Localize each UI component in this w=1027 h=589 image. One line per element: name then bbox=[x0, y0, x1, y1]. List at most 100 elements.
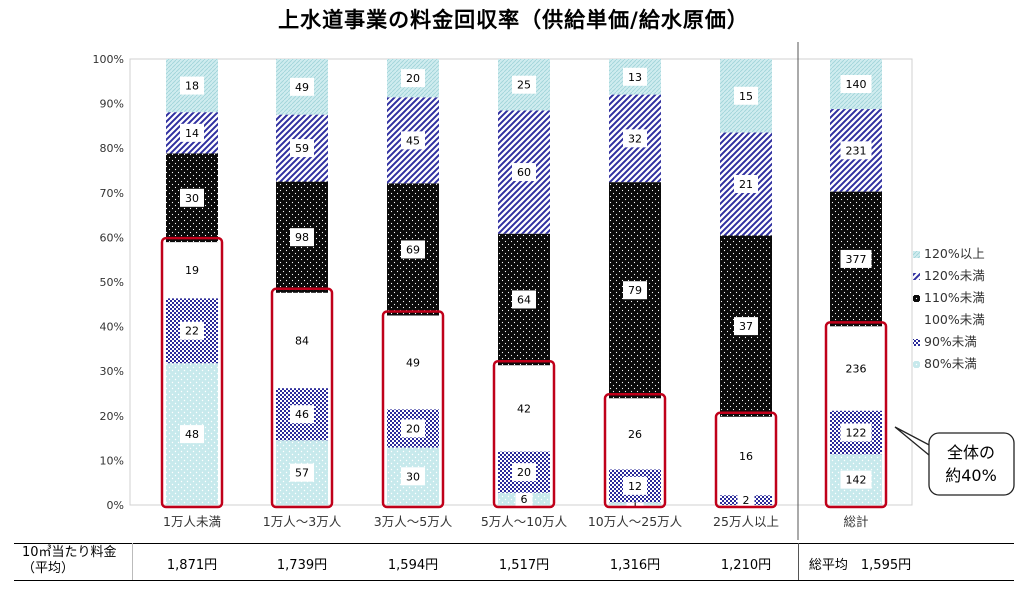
price-cell: 1,739円 bbox=[276, 558, 328, 573]
price-cell: 1,871円 bbox=[166, 558, 218, 573]
data-label-box bbox=[290, 463, 314, 482]
data-label-box bbox=[401, 240, 425, 259]
data-label-box bbox=[512, 463, 536, 482]
price-row-label-divider bbox=[132, 543, 133, 580]
data-label: 14 bbox=[185, 127, 199, 140]
x-tick-label: 5万人～10万人 bbox=[481, 514, 568, 529]
data-label: 45 bbox=[406, 134, 420, 147]
data-label: 49 bbox=[406, 356, 420, 369]
y-tick-label: 20% bbox=[100, 410, 124, 423]
y-tick-label: 80% bbox=[100, 142, 124, 155]
data-label-box bbox=[401, 131, 425, 150]
price-cell: 1,210円 bbox=[720, 558, 772, 573]
x-tick-label: 25万人以上 bbox=[713, 514, 779, 529]
y-tick-label: 50% bbox=[100, 276, 124, 289]
highlight-box bbox=[270, 287, 334, 509]
data-label: 48 bbox=[185, 428, 199, 441]
highlight-box bbox=[160, 236, 224, 509]
data-label-box bbox=[840, 141, 872, 160]
data-label-box bbox=[840, 423, 872, 442]
y-tick-label: 0% bbox=[107, 499, 124, 512]
data-label-box bbox=[401, 419, 425, 438]
data-label-box bbox=[623, 129, 647, 148]
data-label: 12 bbox=[628, 480, 642, 493]
data-label: 60 bbox=[517, 166, 531, 179]
price-cell: 1,594円 bbox=[387, 558, 439, 573]
data-label: 79 bbox=[628, 284, 642, 297]
callout-text: 約40% bbox=[945, 466, 997, 485]
data-label-box bbox=[180, 188, 204, 207]
data-label: 59 bbox=[295, 142, 309, 155]
y-tick-label: 60% bbox=[100, 231, 124, 244]
data-label: 26 bbox=[628, 428, 642, 441]
legend-label: 100%未満 bbox=[924, 312, 985, 327]
legend-label: 90%未満 bbox=[924, 334, 977, 349]
data-label: 69 bbox=[406, 243, 420, 256]
legend-label: 80%未満 bbox=[924, 356, 977, 371]
data-label: 20 bbox=[406, 422, 420, 435]
price-row-label: 10㎥当たり料金 （平均） bbox=[22, 545, 117, 577]
data-label: 30 bbox=[185, 192, 199, 205]
data-label-box bbox=[512, 290, 536, 309]
data-label-box bbox=[180, 261, 204, 280]
data-label: 16 bbox=[739, 450, 753, 463]
data-label-box bbox=[623, 281, 647, 300]
highlight-box bbox=[492, 359, 556, 509]
price-cell: 1,316円 bbox=[609, 558, 661, 573]
y-tick-label: 30% bbox=[100, 365, 124, 378]
price-cell: 1,517円 bbox=[498, 558, 550, 573]
data-label: 25 bbox=[517, 79, 531, 92]
legend-swatch bbox=[913, 273, 920, 280]
data-label: 142 bbox=[846, 474, 867, 487]
data-label-box bbox=[180, 76, 204, 95]
data-label-box bbox=[734, 86, 758, 105]
data-label: 49 bbox=[295, 81, 309, 94]
legend-label: 120%以上 bbox=[924, 246, 985, 261]
price-cell: 総平均 1,595円 bbox=[808, 558, 912, 573]
data-label: 32 bbox=[628, 132, 642, 145]
data-label-box bbox=[180, 425, 204, 444]
y-tick-label: 100% bbox=[93, 53, 124, 66]
callout-text: 全体の bbox=[947, 443, 995, 462]
data-label-box bbox=[401, 467, 425, 486]
data-label-box bbox=[734, 446, 758, 465]
data-label-box bbox=[512, 399, 536, 418]
price-row-divider bbox=[798, 543, 799, 580]
x-tick-label: 総計 bbox=[843, 514, 868, 529]
data-label-box bbox=[623, 424, 647, 443]
data-label: 22 bbox=[185, 325, 199, 338]
data-label: 46 bbox=[295, 408, 309, 421]
legend-swatch bbox=[913, 339, 920, 346]
callout-box bbox=[928, 432, 1015, 496]
highlight-box bbox=[603, 393, 667, 509]
legend-label: 120%未満 bbox=[924, 268, 985, 283]
data-label-box bbox=[623, 67, 647, 86]
data-label: 30 bbox=[406, 470, 420, 483]
price-row-label-line1: 10㎥当たり料金 bbox=[22, 545, 117, 560]
data-label-box bbox=[515, 489, 533, 508]
data-label: 19 bbox=[185, 264, 199, 277]
legend-label: 110%未満 bbox=[924, 290, 985, 305]
data-label-box bbox=[401, 353, 425, 372]
y-tick-label: 90% bbox=[100, 98, 124, 111]
data-label-box bbox=[840, 75, 872, 94]
data-label: 6 bbox=[521, 493, 528, 506]
data-label: 98 bbox=[295, 231, 309, 244]
data-label: 20 bbox=[406, 72, 420, 85]
data-label-box bbox=[734, 317, 758, 336]
y-tick-label: 10% bbox=[100, 454, 124, 467]
data-label: 236 bbox=[846, 362, 867, 375]
data-label: 42 bbox=[517, 402, 531, 415]
data-label: 21 bbox=[739, 178, 753, 191]
data-label: 231 bbox=[846, 144, 867, 157]
data-label: 122 bbox=[846, 426, 867, 439]
recovery-rate-chart: 0% 10% 20% 30% 40% 50% 60% 70% 80% 90% 100% 1万人未満 1万… bbox=[93, 42, 1015, 540]
data-label: 64 bbox=[517, 293, 531, 306]
x-tick-label: 1万人未満 bbox=[163, 514, 221, 529]
price-row-top-rule bbox=[14, 543, 1014, 544]
data-label-box bbox=[840, 359, 872, 378]
x-tick-label: 3万人～5万人 bbox=[374, 514, 453, 529]
data-label: 18 bbox=[185, 80, 199, 93]
data-label: 20 bbox=[517, 466, 531, 479]
price-row-label-line2: （平均） bbox=[22, 561, 75, 576]
